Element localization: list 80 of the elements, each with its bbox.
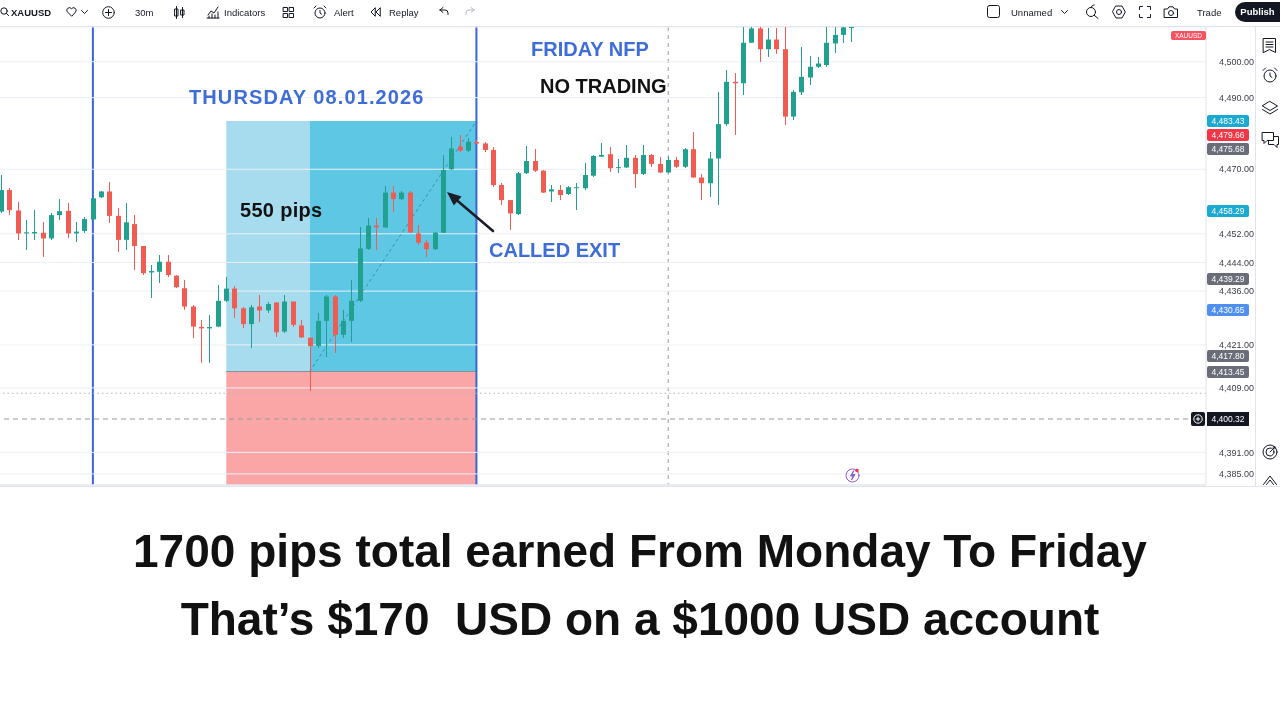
candlestick — [191, 304, 196, 340]
candlestick — [224, 276, 229, 303]
text: 4,483.43 — [1207, 115, 1249, 128]
candlestick — [591, 154, 596, 178]
candlestick — [499, 182, 504, 206]
text: 4,475.68 — [1207, 142, 1249, 155]
annotation: 550 pips — [240, 198, 323, 222]
y-tick-label: 4,385.00 — [1219, 469, 1255, 480]
candlestick — [524, 145, 529, 175]
candlestick — [758, 27, 763, 63]
annotation: THURSDAY 08.01.2026 — [189, 85, 425, 109]
text: Replay — [389, 6, 419, 18]
y-tick-label: 4,436.00 — [1219, 286, 1255, 297]
y-tick-label: 4,444.00 — [1219, 257, 1255, 268]
candlestick — [132, 214, 137, 271]
y-tick-label: 4,452.00 — [1219, 228, 1255, 239]
text: That’s $170 USD on a $1000 USD account — [179, 591, 1101, 647]
y-tick-label: 4,500.00 — [1219, 56, 1255, 67]
candlestick — [683, 147, 688, 169]
text: XAUUSD — [11, 6, 52, 18]
annotation: NO TRADING — [540, 74, 667, 98]
candlestick — [241, 305, 246, 329]
candlestick — [608, 146, 613, 173]
y-tick-label: 4,409.00 — [1219, 383, 1255, 394]
text: 4,439.29 — [1207, 273, 1249, 286]
candlestick — [0, 174, 4, 214]
annotation: FRIDAY NFP — [531, 37, 649, 61]
candlestick — [182, 279, 187, 311]
annotation: CALLED EXIT — [489, 238, 621, 262]
candlestick — [416, 224, 421, 246]
candlestick — [66, 202, 71, 240]
candlestick — [449, 136, 454, 171]
candlestick — [766, 27, 771, 59]
candlestick — [249, 304, 254, 350]
candlestick — [341, 309, 346, 340]
candlestick — [508, 199, 513, 231]
candlestick — [299, 319, 304, 340]
candlestick — [7, 187, 12, 216]
candlestick — [533, 148, 538, 173]
candlestick — [91, 197, 96, 221]
ref-line-label: 4,400.32 — [1207, 411, 1249, 426]
candlestick — [232, 285, 237, 319]
candlestick — [366, 217, 371, 251]
candlestick — [391, 185, 396, 213]
y-tick-label: 4,421.00 — [1219, 340, 1255, 351]
candlestick — [583, 162, 588, 191]
text: 4,430.65 — [1207, 304, 1249, 317]
text: 4,458.29 — [1207, 205, 1249, 218]
candlestick — [624, 144, 629, 169]
y-tick-label: 4,490.00 — [1219, 92, 1255, 103]
text: Alert — [334, 6, 354, 18]
text: 4,417.80 — [1207, 350, 1249, 363]
candlestick — [833, 27, 838, 54]
candlestick — [49, 212, 54, 241]
text: Trade — [1197, 6, 1222, 18]
candlestick — [349, 279, 354, 343]
candlestick — [157, 254, 162, 284]
candlestick — [808, 55, 813, 86]
text: Unnamed — [1011, 6, 1053, 18]
y-tick-label: 4,470.00 — [1219, 164, 1255, 175]
candlestick — [166, 254, 171, 278]
candlestick — [574, 182, 579, 211]
candlestick — [799, 46, 804, 96]
candlestick — [633, 154, 638, 189]
text: 30m — [135, 6, 154, 18]
candlestick — [824, 27, 829, 68]
candlestick — [641, 144, 646, 176]
candlestick — [774, 27, 779, 55]
text: 4,413.45 — [1207, 365, 1249, 378]
candlestick — [24, 219, 29, 251]
candlestick — [308, 337, 313, 393]
text: Indicators — [224, 6, 266, 18]
candlestick — [124, 202, 129, 251]
candlestick — [57, 198, 62, 221]
candlestick — [291, 300, 296, 328]
candlestick — [16, 200, 21, 241]
y-tick-label: 4,391.00 — [1219, 447, 1255, 458]
candlestick — [433, 231, 438, 251]
text: 4,479.66 — [1207, 128, 1249, 141]
text: 1700 pips total earned From Monday To Friday — [132, 523, 1148, 579]
